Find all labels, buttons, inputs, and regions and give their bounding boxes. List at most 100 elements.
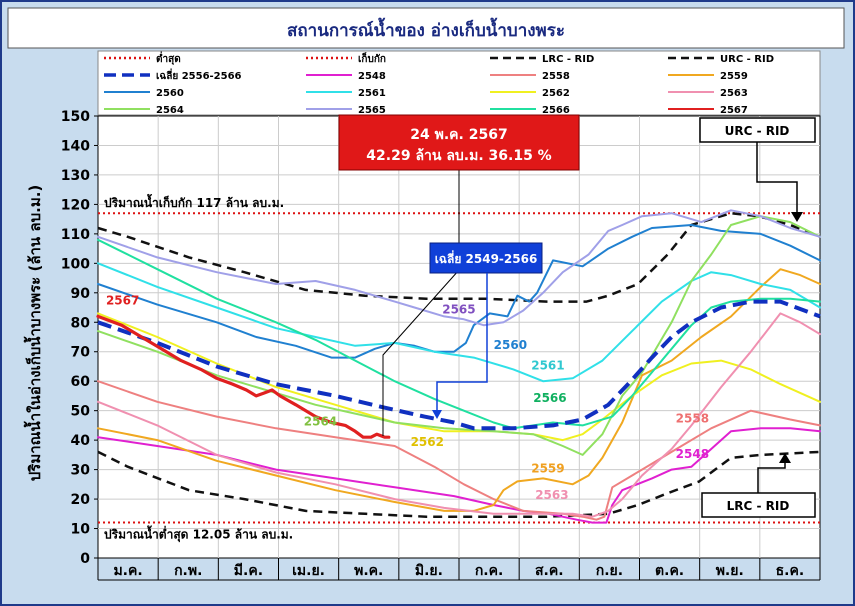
legend-label: 2564 <box>156 105 184 116</box>
month-label: ก.พ. <box>174 563 202 579</box>
month-label: มี.ค. <box>234 563 263 579</box>
urc-label: URC - RID <box>725 124 790 138</box>
series-line-2548 <box>97 427 821 524</box>
lrc-box <box>701 492 816 518</box>
year-label: 2562 <box>411 435 444 449</box>
month-label: มิ.ย. <box>415 563 443 579</box>
y-tick-label: 10 <box>71 522 91 538</box>
month-label: ม.ค. <box>113 563 142 579</box>
month-label: พ.ย. <box>716 563 744 579</box>
legend-label: 2559 <box>720 71 748 82</box>
series-line-2560 <box>97 224 821 359</box>
chart-title: สถานการณ์น้ำของ อ่างเก็บน้ำบางพระ <box>287 17 565 41</box>
legend-label: 2561 <box>358 88 386 99</box>
series-line-2559 <box>97 268 821 512</box>
year-label: 2566 <box>533 391 566 405</box>
urc-pointer <box>756 142 798 216</box>
y-tick-label: 110 <box>61 227 90 243</box>
legend-label: เก็บกัก <box>358 51 386 65</box>
series-line-2562 <box>97 312 821 442</box>
average-label: เฉลี่ย 2549-2566 <box>435 250 538 266</box>
y-tick-label: 130 <box>61 168 90 184</box>
average-arrowhead <box>432 410 442 419</box>
y-tick-label: 40 <box>71 433 91 449</box>
y-tick-label: 20 <box>71 492 91 508</box>
year-label: 2548 <box>676 447 709 461</box>
year-label: 2563 <box>535 488 568 502</box>
year-label: 2561 <box>531 358 564 372</box>
legend-label: ต่ำสุด <box>156 51 181 65</box>
y-tick-label: 0 <box>80 551 90 567</box>
y-tick-label: 140 <box>61 138 90 154</box>
year-label: 2558 <box>676 411 709 425</box>
y-tick-label: 120 <box>61 197 90 213</box>
legend-label: 2567 <box>720 105 748 116</box>
year-label: 2559 <box>531 462 564 476</box>
y-tick-label: 30 <box>71 463 91 479</box>
current-annotation: 24 พ.ค. 2567 42.29 ล้าน ลบ.ม. 36.15 % <box>338 114 580 436</box>
year-label: 2560 <box>494 338 527 352</box>
y-tick-label: 100 <box>61 256 90 272</box>
month-label: เม.ย. <box>292 563 325 579</box>
series-line-2565 <box>97 209 821 327</box>
average-annotation: เฉลี่ย 2549-2566 <box>429 242 543 419</box>
lrc-pointer <box>757 460 786 493</box>
legend-label: 2563 <box>720 88 748 99</box>
year-label: 2565 <box>442 302 475 316</box>
month-label: ธ.ค. <box>776 563 805 579</box>
legend-label: 2558 <box>542 71 570 82</box>
current-value-box <box>338 114 580 171</box>
legend-label: 2565 <box>358 105 386 116</box>
y-tick-label: 80 <box>71 315 91 331</box>
series-line-2561 <box>97 262 821 383</box>
month-label: ก.ค. <box>475 563 503 579</box>
legend-label: เฉลี่ย 2556-2566 <box>156 68 242 82</box>
legend-label: 2548 <box>358 71 386 82</box>
x-axis-months: ม.ค. ก.พ. มี.ค. เม.ย. พ.ค. มิ.ย. ก.ค. ส.ค. ก.ย. ต… <box>97 558 821 581</box>
series-line-2567 <box>96 314 391 439</box>
year-label: 2564 <box>304 414 337 428</box>
y-tick-label: 50 <box>71 404 91 420</box>
legend: ต่ำสุด เก็บกัก LRC - RID URC - RID เฉลี่ย 25… <box>104 51 774 116</box>
y-tick-label: 150 <box>61 109 90 125</box>
series-line-2564 <box>97 215 821 456</box>
legend-label: URC - RID <box>720 54 774 65</box>
month-label: พ.ค. <box>354 563 383 579</box>
y-axis-ticks: 0 10 20 30 40 50 60 70 80 90 100 110 120 130 140 150 <box>61 109 98 567</box>
lrc-label: LRC - RID <box>727 499 790 513</box>
series-line-เฉลี่ย-2556-2566 <box>97 299 821 431</box>
current-date: 24 พ.ค. 2567 <box>410 127 507 143</box>
min-storage-label: ปริมาณน้ำต่ำสุด 12.05 ล้าน ลบ.ม. <box>104 524 293 542</box>
title-box <box>7 7 845 49</box>
average-pointer <box>436 273 488 414</box>
y-tick-label: 70 <box>71 345 91 361</box>
urc-arrowhead <box>791 212 803 222</box>
lrc-arrowhead <box>779 453 791 463</box>
year-labels: 2567 2565 2560 2561 2566 2564 2562 2559 2563 2558… <box>106 294 709 502</box>
legend-label: LRC - RID <box>542 54 594 65</box>
month-label: ก.ย. <box>596 563 623 579</box>
series-line-URC---RID <box>97 211 821 303</box>
month-label: ส.ค. <box>535 563 564 579</box>
series-line-2563 <box>97 312 821 518</box>
lrc-annotation: LRC - RID <box>701 453 816 518</box>
month-label: ต.ค. <box>655 563 684 579</box>
urc-annotation: URC - RID <box>699 117 816 222</box>
average-box <box>429 242 543 274</box>
legend-box <box>97 50 821 116</box>
legend-label: 2566 <box>542 105 570 116</box>
series-line-LRC---RID <box>97 450 821 518</box>
series-line-2566 <box>97 238 821 430</box>
max-storage-label: ปริมาณน้ำเก็บกัก 117 ล้าน ลบ.ม. <box>104 193 284 210</box>
y-tick-label: 90 <box>71 286 91 302</box>
y-axis-label: ปริมาณน้ำในอ่างเก็บน้ำบางพระ (ล้าน ลบ.ม.… <box>23 185 44 482</box>
year-label: 2567 <box>106 294 139 308</box>
legend-label: 2560 <box>156 88 184 99</box>
series-lines <box>96 209 821 524</box>
y-tick-label: 60 <box>71 374 91 390</box>
grid <box>98 116 820 558</box>
current-pointer <box>382 269 460 436</box>
current-volume: 42.29 ล้าน ลบ.ม. 36.15 % <box>366 148 551 164</box>
legend-label: 2562 <box>542 88 570 99</box>
